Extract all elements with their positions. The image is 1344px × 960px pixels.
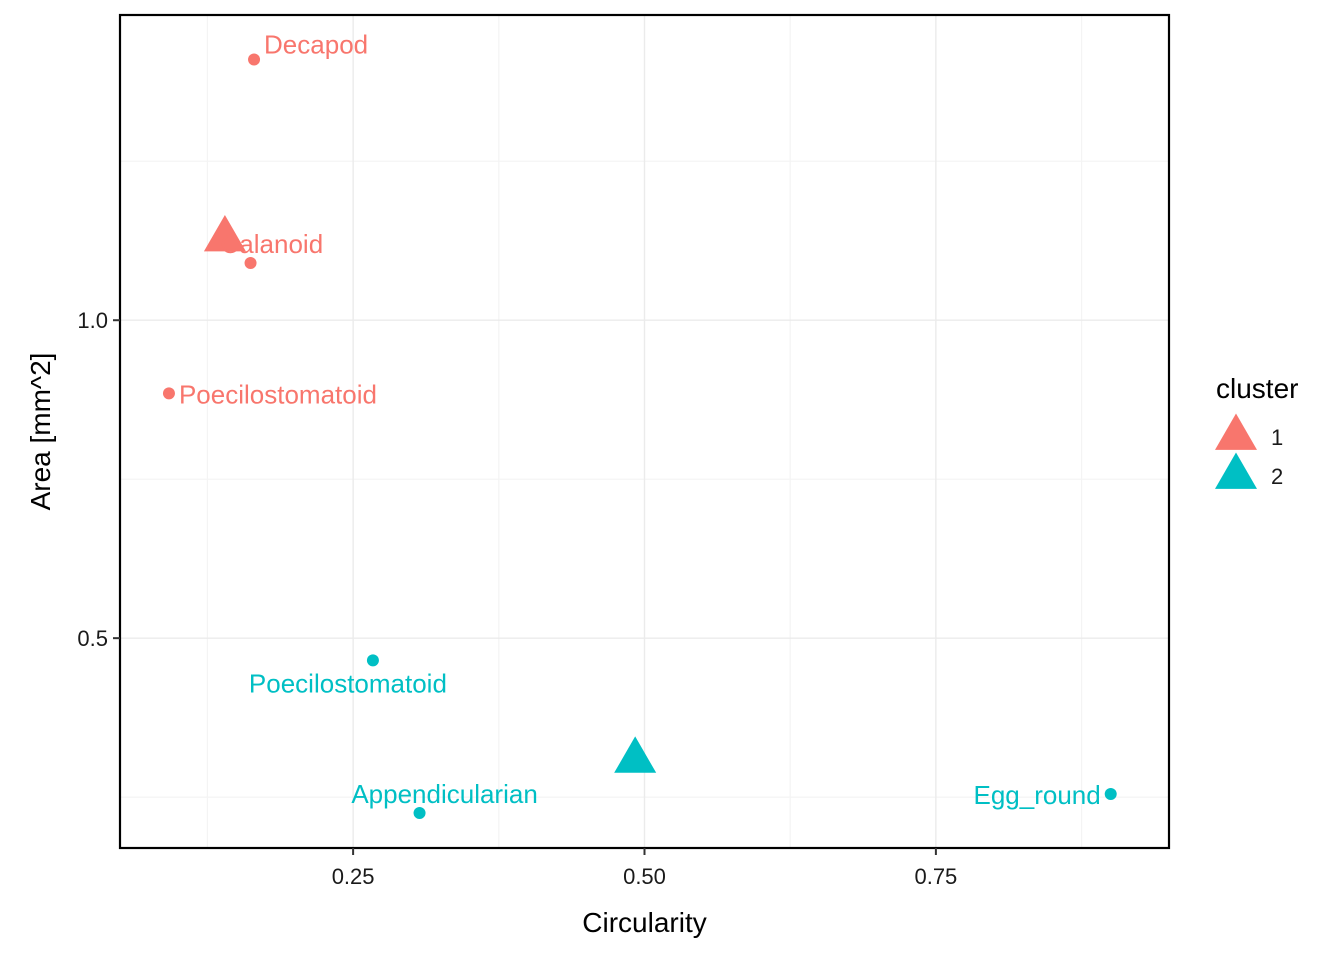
marks-layer: DecapodCalanoidPoecilostomatoidPoecilost…: [162, 30, 1117, 820]
data-point-label: Appendicularian: [351, 779, 537, 809]
legend-key-triangle: [1215, 413, 1257, 450]
x-tick-label: 0.50: [623, 864, 666, 889]
y-axis-title: Area [mm^2]: [25, 353, 56, 511]
cluster-centroid-marker: [203, 215, 246, 252]
data-point: [248, 53, 261, 66]
data-point-label: Poecilostomatoid: [179, 379, 377, 409]
data-point: [162, 387, 175, 400]
data-point-label: Calanoid: [221, 229, 324, 259]
axes-layer: 0.25 0.50 0.75 0.5 1.0: [77, 308, 957, 889]
data-point: [1104, 787, 1117, 800]
data-point: [244, 256, 257, 269]
legend-entry-label: 1: [1271, 425, 1283, 450]
series-cluster-1: Decapod Calanoid Poecilostomatoid: [162, 30, 377, 409]
legend-key-triangle: [1215, 452, 1257, 489]
y-tick-label: 1.0: [77, 308, 108, 333]
x-tick-label: 0.25: [332, 864, 375, 889]
y-tick-label: 0.5: [77, 626, 108, 651]
data-point-label: Decapod: [264, 30, 368, 60]
data-point: [413, 807, 426, 820]
data-point: [366, 654, 379, 667]
legend: cluster 1 2: [1215, 373, 1298, 489]
series-cluster-2: Poecilostomatoid Appendicularian Egg_round: [249, 654, 1117, 820]
legend-entry-label: 2: [1271, 464, 1283, 489]
data-point-label: Egg_round: [973, 780, 1100, 810]
grid-layer: [120, 15, 1169, 848]
cluster-centroid-marker: [614, 736, 657, 773]
x-axis-title: Circularity: [582, 907, 706, 938]
legend-title: cluster: [1216, 373, 1298, 404]
data-point-label: Poecilostomatoid: [249, 668, 447, 698]
x-tick-label: 0.75: [914, 864, 957, 889]
